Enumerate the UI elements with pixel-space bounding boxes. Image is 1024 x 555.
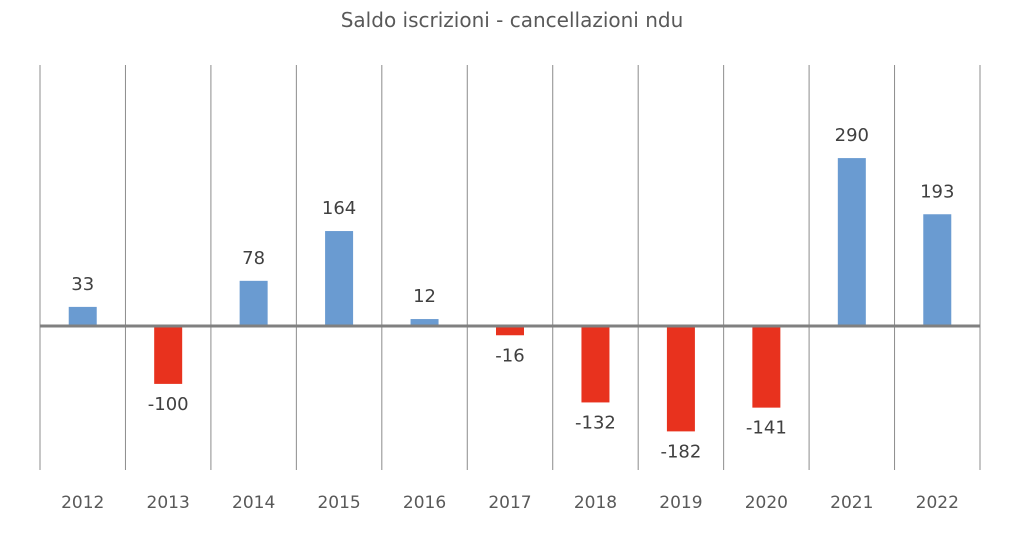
category-label-2015: 2015	[317, 493, 360, 513]
category-label-2016: 2016	[403, 493, 446, 513]
bar-2019	[666, 326, 695, 432]
bar-2013	[154, 326, 183, 384]
category-label-2014: 2014	[232, 493, 275, 513]
data-label-2021: 290	[835, 125, 869, 146]
bar-2018	[581, 326, 610, 403]
data-label-2014: 78	[242, 248, 265, 269]
data-label-2015: 164	[322, 198, 356, 219]
bar-2020	[752, 326, 781, 408]
category-label-2017: 2017	[488, 493, 531, 513]
bar-2021	[837, 158, 866, 326]
bar-2017	[496, 326, 524, 336]
category-label-2012: 2012	[61, 493, 104, 513]
data-label-2019: -182	[660, 441, 701, 462]
chart-title: Saldo iscrizioni - cancellazioni ndu	[340, 8, 684, 32]
category-label-2021: 2021	[830, 493, 873, 513]
data-label-2018: -132	[575, 412, 616, 433]
bar-2012	[68, 306, 97, 326]
category-label-2019: 2019	[659, 493, 702, 513]
data-label-2020: -141	[746, 418, 787, 439]
data-label-2013: -100	[148, 394, 189, 415]
data-label-2016: 12	[413, 286, 436, 307]
data-label-2017: -16	[495, 345, 524, 366]
category-label-2018: 2018	[574, 493, 617, 513]
bar-2015	[325, 231, 354, 326]
bar-2016	[410, 319, 439, 326]
category-label-2020: 2020	[745, 493, 788, 513]
bar-2022	[923, 214, 952, 326]
data-label-2012: 33	[71, 274, 94, 295]
data-label-2022: 193	[920, 181, 954, 202]
bar-2014	[239, 280, 268, 326]
category-label-2022: 2022	[916, 493, 959, 513]
category-label-2013: 2013	[147, 493, 190, 513]
